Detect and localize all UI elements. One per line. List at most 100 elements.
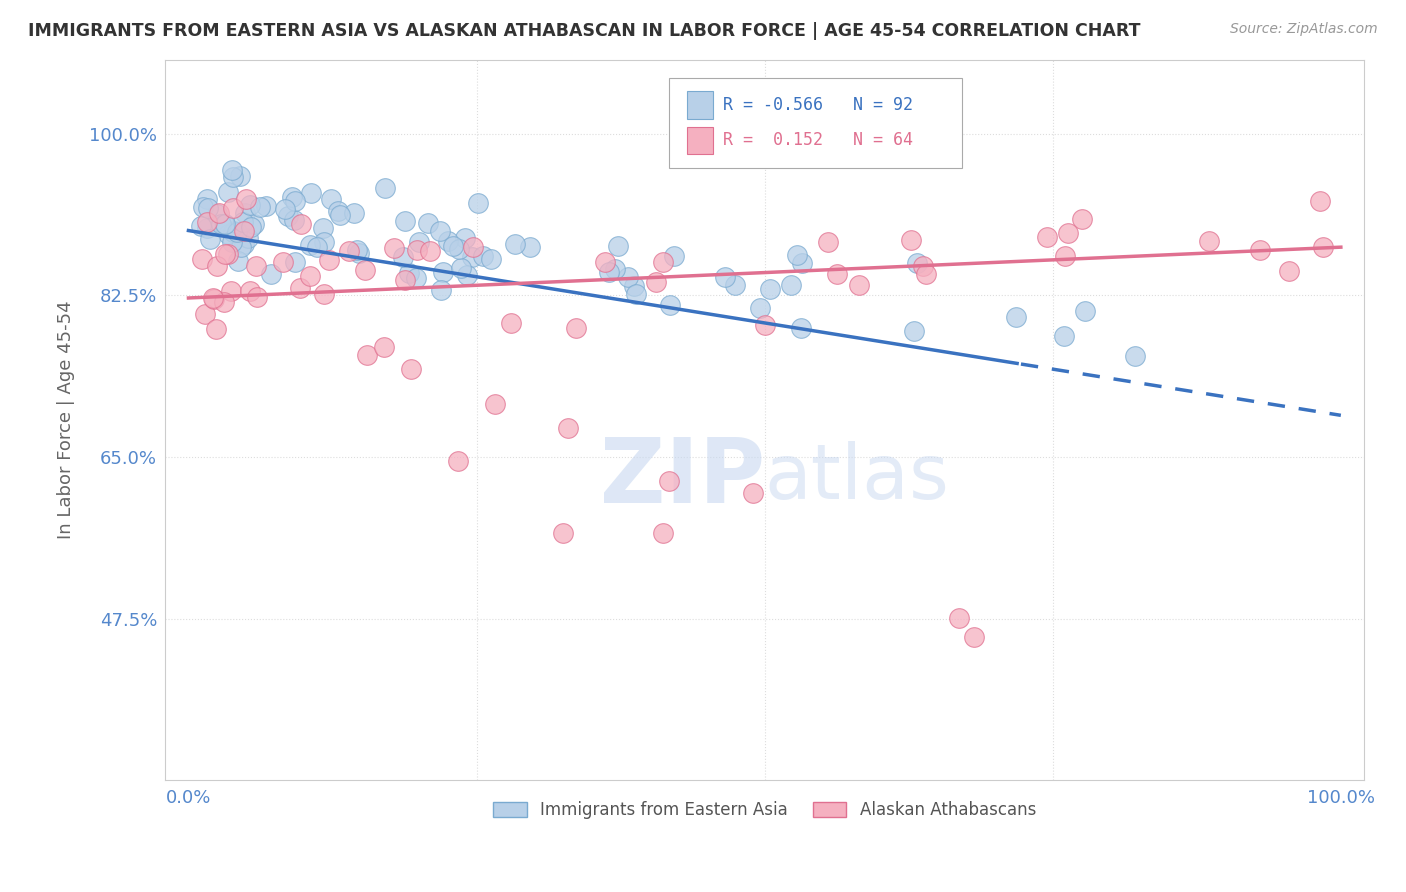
Point bbox=[217, 227, 239, 241]
Point bbox=[603, 261, 626, 276]
Point bbox=[346, 244, 368, 258]
Point bbox=[501, 316, 523, 330]
Point bbox=[593, 255, 616, 269]
Point bbox=[273, 202, 295, 216]
Point bbox=[195, 192, 218, 206]
Point bbox=[912, 259, 935, 273]
Point bbox=[314, 287, 336, 301]
Point bbox=[758, 282, 780, 296]
Point bbox=[664, 249, 686, 263]
Point bbox=[219, 285, 242, 299]
Point bbox=[249, 200, 271, 214]
Point bbox=[651, 255, 673, 269]
Point bbox=[245, 260, 267, 274]
Point bbox=[724, 278, 747, 293]
Point bbox=[326, 204, 349, 219]
Point bbox=[645, 276, 668, 290]
Point bbox=[212, 294, 235, 309]
Point bbox=[479, 252, 502, 267]
Point bbox=[652, 525, 675, 540]
Point bbox=[1071, 211, 1094, 226]
Point bbox=[239, 198, 262, 212]
Point bbox=[353, 263, 375, 277]
Point bbox=[779, 278, 801, 293]
Point bbox=[1312, 240, 1334, 254]
Point bbox=[349, 246, 371, 260]
Point bbox=[281, 190, 304, 204]
Point bbox=[259, 267, 281, 281]
Point bbox=[212, 217, 235, 231]
Text: atlas: atlas bbox=[765, 441, 949, 515]
Point bbox=[235, 193, 257, 207]
Point bbox=[194, 307, 217, 321]
Point bbox=[392, 250, 415, 264]
Point bbox=[963, 630, 986, 644]
Point bbox=[450, 260, 472, 275]
Point bbox=[207, 207, 229, 221]
Point bbox=[416, 216, 439, 230]
Point bbox=[408, 235, 430, 249]
Point bbox=[221, 225, 243, 239]
Point bbox=[461, 251, 484, 265]
Point bbox=[321, 192, 343, 206]
Point bbox=[598, 265, 620, 279]
Point bbox=[236, 231, 259, 245]
Text: ZIP: ZIP bbox=[599, 434, 765, 522]
Point bbox=[191, 252, 214, 266]
Point bbox=[430, 283, 453, 297]
Point bbox=[374, 181, 396, 195]
Point bbox=[221, 235, 243, 250]
Point bbox=[318, 253, 340, 268]
Point bbox=[789, 321, 811, 335]
Bar bbox=[686, 91, 713, 119]
Text: IMMIGRANTS FROM EASTERN ASIA VS ALASKAN ATHABASCAN IN LABOR FORCE | AGE 45-54 CO: IMMIGRANTS FROM EASTERN ASIA VS ALASKAN … bbox=[28, 22, 1140, 40]
Point bbox=[754, 318, 776, 333]
Point bbox=[201, 291, 224, 305]
Point bbox=[329, 208, 352, 222]
Point bbox=[298, 268, 321, 283]
Point bbox=[277, 209, 299, 223]
Point bbox=[197, 201, 219, 215]
Point bbox=[406, 243, 429, 257]
Text: R =  0.152   N = 64: R = 0.152 N = 64 bbox=[723, 131, 912, 149]
Y-axis label: In Labor Force | Age 45-54: In Labor Force | Age 45-54 bbox=[58, 301, 75, 540]
Legend: Immigrants from Eastern Asia, Alaskan Athabascans: Immigrants from Eastern Asia, Alaskan At… bbox=[486, 795, 1042, 826]
Point bbox=[658, 474, 681, 488]
Point bbox=[299, 238, 322, 252]
Point bbox=[243, 217, 266, 231]
Point bbox=[1053, 249, 1076, 263]
Point bbox=[519, 240, 541, 254]
Point bbox=[748, 301, 770, 315]
Point bbox=[553, 526, 575, 541]
Point bbox=[472, 249, 495, 263]
Point bbox=[905, 256, 928, 270]
Point bbox=[233, 224, 256, 238]
Point bbox=[312, 235, 335, 249]
Point bbox=[461, 240, 484, 254]
Point bbox=[198, 232, 221, 246]
Point bbox=[299, 186, 322, 201]
Point bbox=[254, 198, 277, 212]
Point bbox=[454, 231, 477, 245]
Point bbox=[467, 196, 489, 211]
Point bbox=[228, 254, 250, 268]
Text: Source: ZipAtlas.com: Source: ZipAtlas.com bbox=[1230, 22, 1378, 37]
Point bbox=[429, 224, 451, 238]
Point bbox=[217, 185, 239, 199]
Point bbox=[1309, 194, 1331, 208]
Point bbox=[1057, 227, 1080, 241]
Point bbox=[233, 206, 256, 220]
Point bbox=[1278, 264, 1301, 278]
Point bbox=[399, 362, 422, 376]
Point bbox=[1198, 234, 1220, 248]
Point bbox=[658, 297, 681, 311]
Point bbox=[222, 201, 245, 215]
Point bbox=[271, 255, 294, 269]
FancyBboxPatch shape bbox=[669, 78, 962, 168]
Point bbox=[225, 225, 247, 239]
Point bbox=[207, 206, 229, 220]
Point bbox=[817, 235, 839, 250]
Point bbox=[557, 421, 579, 435]
Point bbox=[900, 233, 922, 247]
Point bbox=[246, 290, 269, 304]
